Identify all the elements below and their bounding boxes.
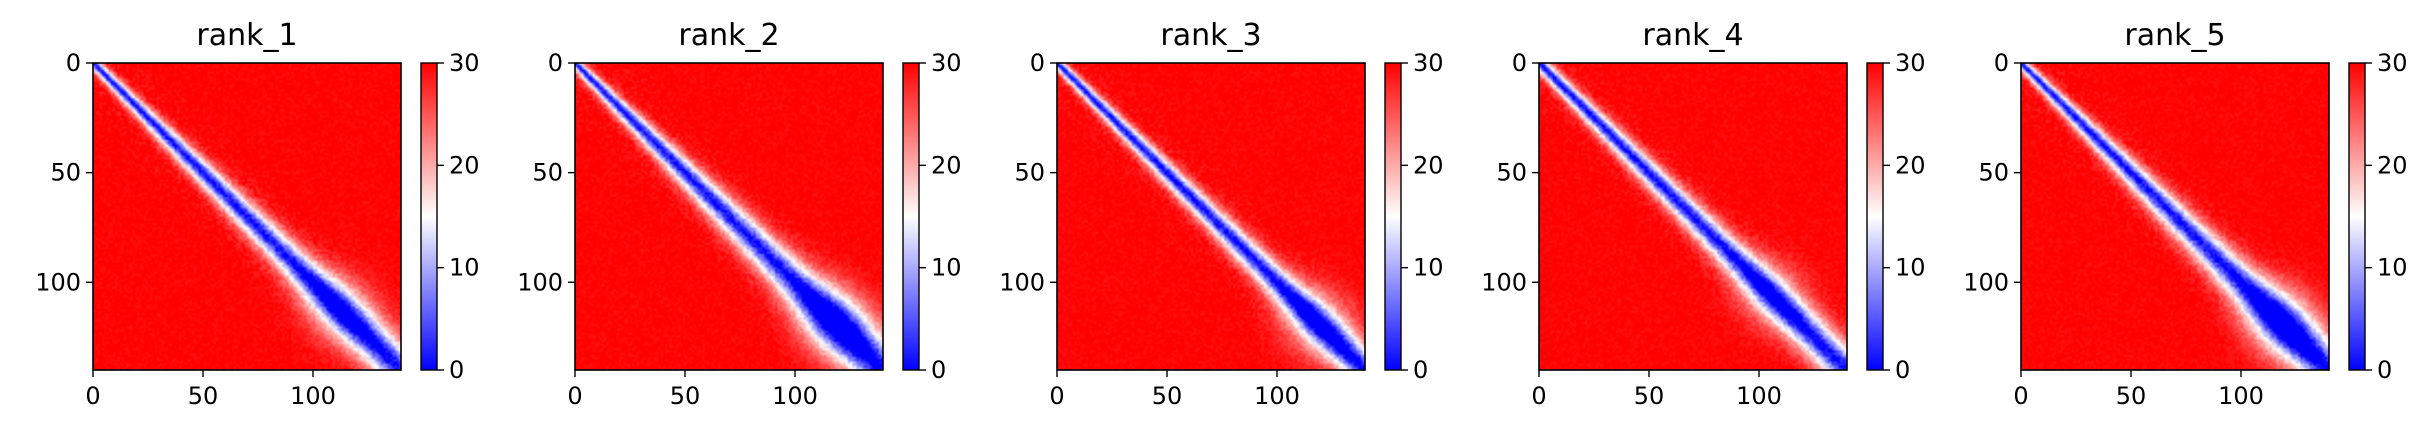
y-tick-label: 50 bbox=[1496, 159, 1527, 187]
plot-frame bbox=[2020, 62, 2330, 371]
chart-title: rank_3 bbox=[1160, 18, 1261, 53]
colorbar bbox=[2348, 62, 2366, 371]
colorbar-tick-label: 30 bbox=[2377, 49, 2408, 77]
colorbar-tick-label: 10 bbox=[1413, 254, 1444, 282]
colorbar-tick-label: 0 bbox=[1895, 356, 1910, 384]
x-tick-label: 100 bbox=[772, 382, 818, 410]
colorbar-tick-label: 10 bbox=[449, 254, 480, 282]
chart-title: rank_4 bbox=[1642, 18, 1743, 53]
plot-frame bbox=[574, 62, 884, 371]
chart-title: rank_1 bbox=[196, 18, 297, 53]
colorbar-tick-label: 10 bbox=[2377, 254, 2408, 282]
y-tick-label: 50 bbox=[1014, 159, 1045, 187]
colorbar-tick-label: 10 bbox=[931, 254, 962, 282]
y-tick-label: 0 bbox=[548, 49, 563, 77]
y-tick-label: 0 bbox=[1994, 49, 2009, 77]
y-tick-label: 0 bbox=[66, 49, 81, 77]
colorbar-tick-label: 30 bbox=[931, 49, 962, 77]
y-tick-label: 50 bbox=[532, 159, 563, 187]
plot-frame bbox=[1538, 62, 1848, 371]
colorbar-tick-label: 30 bbox=[449, 49, 480, 77]
x-tick-label: 50 bbox=[188, 382, 219, 410]
colorbar-tick-label: 10 bbox=[1895, 254, 1926, 282]
colorbar-tick-label: 30 bbox=[1413, 49, 1444, 77]
x-tick-label: 50 bbox=[670, 382, 701, 410]
x-tick-label: 0 bbox=[567, 382, 582, 410]
y-tick-label: 100 bbox=[517, 268, 563, 296]
colorbar-tick-label: 20 bbox=[931, 151, 962, 179]
heatmap-image bbox=[575, 63, 883, 370]
colorbar-tick-label: 0 bbox=[449, 356, 464, 384]
colorbar-tick-label: 20 bbox=[1895, 151, 1926, 179]
colorbar-tick-label: 0 bbox=[1413, 356, 1428, 384]
y-tick-label: 100 bbox=[35, 268, 81, 296]
x-tick-label: 100 bbox=[290, 382, 336, 410]
chart-title: rank_5 bbox=[2124, 18, 2225, 53]
heatmap-image bbox=[1539, 63, 1847, 370]
colorbar-tick-label: 20 bbox=[449, 151, 480, 179]
chart-panel-1: rank_1 0 50 100 0 50 100 0 10 20 30 bbox=[35, 18, 479, 410]
chart-panel-5: rank_5 0 50 100 0 50 100 0 10 20 30 bbox=[1963, 18, 2407, 410]
colorbar-tick-label: 20 bbox=[2377, 151, 2408, 179]
plot-frame bbox=[92, 62, 402, 371]
colorbar-tick-label: 0 bbox=[2377, 356, 2392, 384]
colorbar-tick-label: 0 bbox=[931, 356, 946, 384]
colorbar bbox=[1866, 62, 1884, 371]
heatmap-image bbox=[1057, 63, 1365, 370]
chart-panel-3: rank_3 0 50 100 0 50 100 0 10 20 30 bbox=[999, 18, 1443, 410]
x-tick-label: 100 bbox=[2218, 382, 2264, 410]
y-tick-label: 0 bbox=[1512, 49, 1527, 77]
heatmap-image bbox=[93, 63, 401, 370]
chart-panel-4: rank_4 0 50 100 0 50 100 0 10 20 30 bbox=[1481, 18, 1925, 410]
x-tick-label: 100 bbox=[1736, 382, 1782, 410]
y-tick-label: 0 bbox=[1030, 49, 1045, 77]
x-tick-label: 50 bbox=[1634, 382, 1665, 410]
x-tick-label: 0 bbox=[85, 382, 100, 410]
y-tick-label: 100 bbox=[1963, 268, 2009, 296]
plot-frame bbox=[1056, 62, 1366, 371]
y-tick-label: 100 bbox=[999, 268, 1045, 296]
y-tick-label: 50 bbox=[1978, 159, 2009, 187]
x-tick-label: 0 bbox=[2013, 382, 2028, 410]
x-tick-label: 0 bbox=[1531, 382, 1546, 410]
heatmap-image bbox=[2021, 63, 2329, 370]
x-tick-label: 0 bbox=[1049, 382, 1064, 410]
colorbar-tick-label: 20 bbox=[1413, 151, 1444, 179]
chart-title: rank_2 bbox=[678, 18, 779, 53]
colorbar bbox=[1384, 62, 1402, 371]
colorbar bbox=[902, 62, 920, 371]
chart-panel-2: rank_2 0 50 100 0 50 100 0 10 20 30 bbox=[517, 18, 961, 410]
x-tick-label: 50 bbox=[1152, 382, 1183, 410]
x-tick-label: 100 bbox=[1254, 382, 1300, 410]
colorbar bbox=[420, 62, 438, 371]
y-tick-label: 50 bbox=[50, 159, 81, 187]
colorbar-tick-label: 30 bbox=[1895, 49, 1926, 77]
y-tick-label: 100 bbox=[1481, 268, 1527, 296]
x-tick-label: 50 bbox=[2116, 382, 2147, 410]
